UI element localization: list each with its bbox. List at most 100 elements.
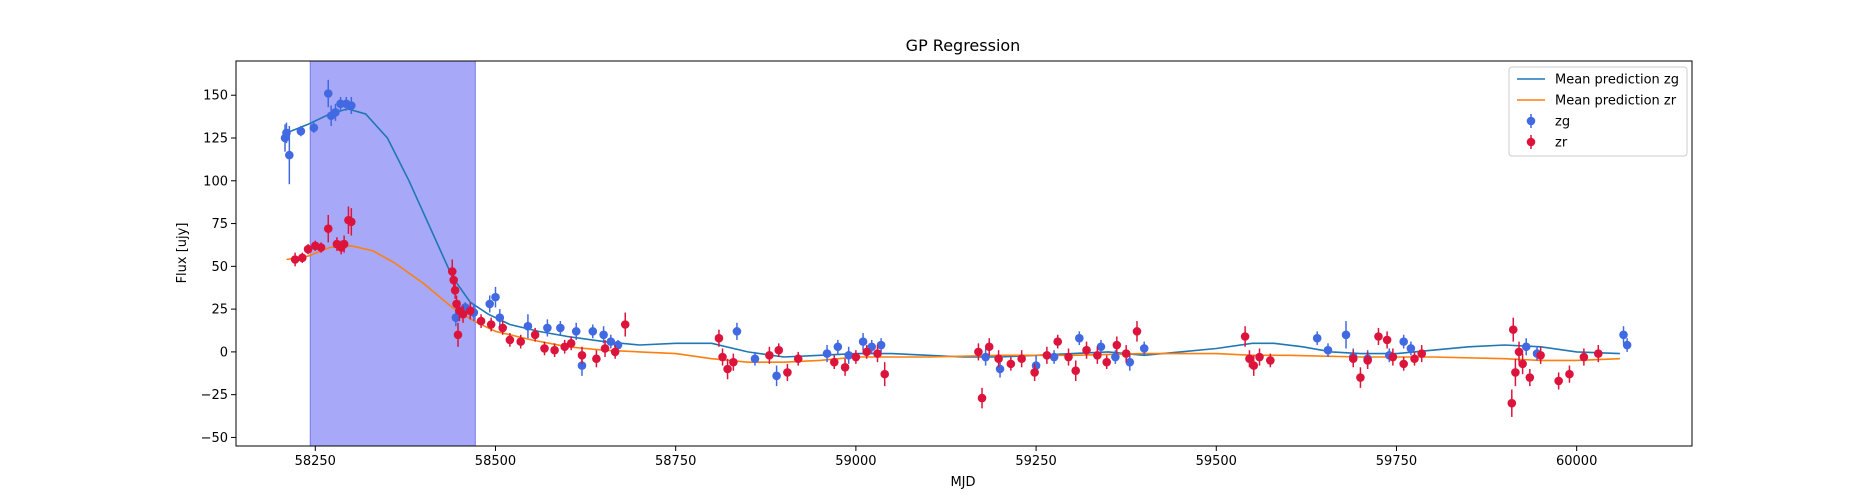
zr-point-41	[793, 354, 803, 364]
zr-point-19	[476, 316, 486, 326]
zr-point-13	[450, 285, 460, 295]
zg-point-31	[844, 351, 853, 360]
zr-point-22	[505, 335, 515, 345]
zr-point-23	[516, 337, 526, 346]
zr-point-12	[449, 275, 458, 285]
zr-point-26	[550, 345, 559, 355]
zr-point-42	[829, 357, 839, 367]
x-tick-label-59750: 59750	[1376, 454, 1417, 469]
x-tick-label-58250: 58250	[295, 454, 336, 469]
zr-point-71	[1356, 373, 1365, 382]
zr-point-31	[600, 344, 610, 353]
x-tick-label-59500: 59500	[1196, 454, 1237, 469]
zr-point-68	[1255, 352, 1264, 362]
zr-point-82	[1514, 347, 1524, 357]
zr-point-29	[577, 351, 587, 360]
zg-point-24	[606, 337, 616, 346]
zr-point-21	[498, 323, 507, 333]
zg-point-2	[285, 150, 294, 160]
zg-point-10	[347, 101, 356, 110]
zr-point-65	[1240, 332, 1250, 341]
zr-point-15	[453, 330, 463, 340]
y-tick-label-100: 100	[203, 174, 228, 189]
zr-point-40	[783, 368, 792, 377]
zg-point-54	[1619, 330, 1628, 340]
zr-point-84	[1525, 373, 1535, 382]
y-axis-title: Flux [ujy]	[175, 223, 190, 284]
zg-point-21	[577, 361, 587, 370]
zr-point-59	[1082, 345, 1091, 355]
zr-point-5	[323, 224, 333, 233]
zr-point-46	[873, 349, 882, 358]
zr-point-87	[1565, 369, 1574, 379]
zr-point-33	[620, 320, 630, 329]
zr-point-11	[447, 267, 457, 276]
zr-point-77	[1410, 354, 1419, 364]
zr-point-74	[1382, 335, 1392, 345]
zr-point-88	[1579, 352, 1589, 362]
zr-point-66	[1245, 354, 1254, 364]
legend-swatch-4	[1526, 137, 1536, 147]
zg-point-23	[599, 330, 608, 340]
zr-point-17	[458, 309, 468, 319]
zr-point-49	[977, 393, 987, 403]
zg-point-36	[995, 364, 1005, 374]
y-tick-label-125: 125	[203, 132, 228, 147]
zr-point-89	[1593, 349, 1603, 358]
legend-label-2: Mean prediction zr	[1555, 94, 1677, 109]
x-axis-title: MJD	[950, 475, 975, 490]
zg-point-5	[323, 89, 333, 98]
zg-point-38	[1049, 352, 1059, 362]
zg-point-29	[822, 349, 832, 358]
zr-point-44	[851, 352, 861, 362]
series-line-1	[286, 108, 1620, 358]
zr-point-53	[1017, 354, 1026, 364]
zr-point-69	[1266, 356, 1275, 365]
zg-point-18	[543, 323, 552, 333]
zr-point-80	[1508, 325, 1518, 334]
zg-point-32	[858, 337, 868, 346]
zr-point-8	[339, 239, 349, 249]
plot-content	[280, 61, 1632, 446]
zg-point-55	[1622, 340, 1632, 350]
y-tick-label--50: −50	[201, 431, 228, 446]
zr-point-73	[1374, 332, 1383, 341]
zr-point-25	[540, 344, 549, 353]
legend-label-4: zr	[1555, 136, 1568, 151]
zr-point-70	[1348, 354, 1358, 364]
x-tick-label-60000: 60000	[1556, 454, 1597, 469]
zg-point-17	[523, 321, 533, 331]
chart-title: GP Regression	[906, 36, 1021, 55]
zg-point-42	[1125, 357, 1135, 367]
zr-point-47	[880, 369, 890, 379]
zr-point-48	[974, 347, 983, 357]
legend-label-3: zg	[1555, 115, 1570, 130]
zr-point-57	[1064, 352, 1073, 362]
zr-point-35	[718, 352, 727, 362]
zr-point-51	[994, 354, 1003, 364]
zg-point-4	[309, 123, 319, 133]
zg-point-15	[491, 292, 500, 302]
zr-point-39	[774, 345, 784, 355]
zr-point-2	[303, 244, 313, 254]
zr-point-67	[1249, 361, 1259, 370]
plot-frame	[235, 60, 1693, 447]
zr-point-76	[1399, 359, 1408, 369]
zr-point-27	[560, 342, 569, 352]
zg-point-28	[772, 371, 781, 381]
zr-point-72	[1363, 356, 1372, 365]
x-tick-label-58500: 58500	[475, 454, 516, 469]
zg-point-46	[1341, 330, 1351, 340]
y-tick-label-0: 0	[220, 345, 228, 360]
zr-point-75	[1388, 352, 1398, 362]
zr-point-86	[1554, 376, 1563, 386]
zr-point-38	[765, 351, 774, 360]
zr-point-24	[530, 330, 540, 340]
zr-point-34	[714, 333, 724, 343]
zg-point-27	[750, 354, 760, 364]
plot-area	[280, 61, 1632, 446]
zr-point-37	[729, 357, 738, 367]
legend-box	[1508, 66, 1688, 157]
zr-point-50	[984, 342, 994, 352]
